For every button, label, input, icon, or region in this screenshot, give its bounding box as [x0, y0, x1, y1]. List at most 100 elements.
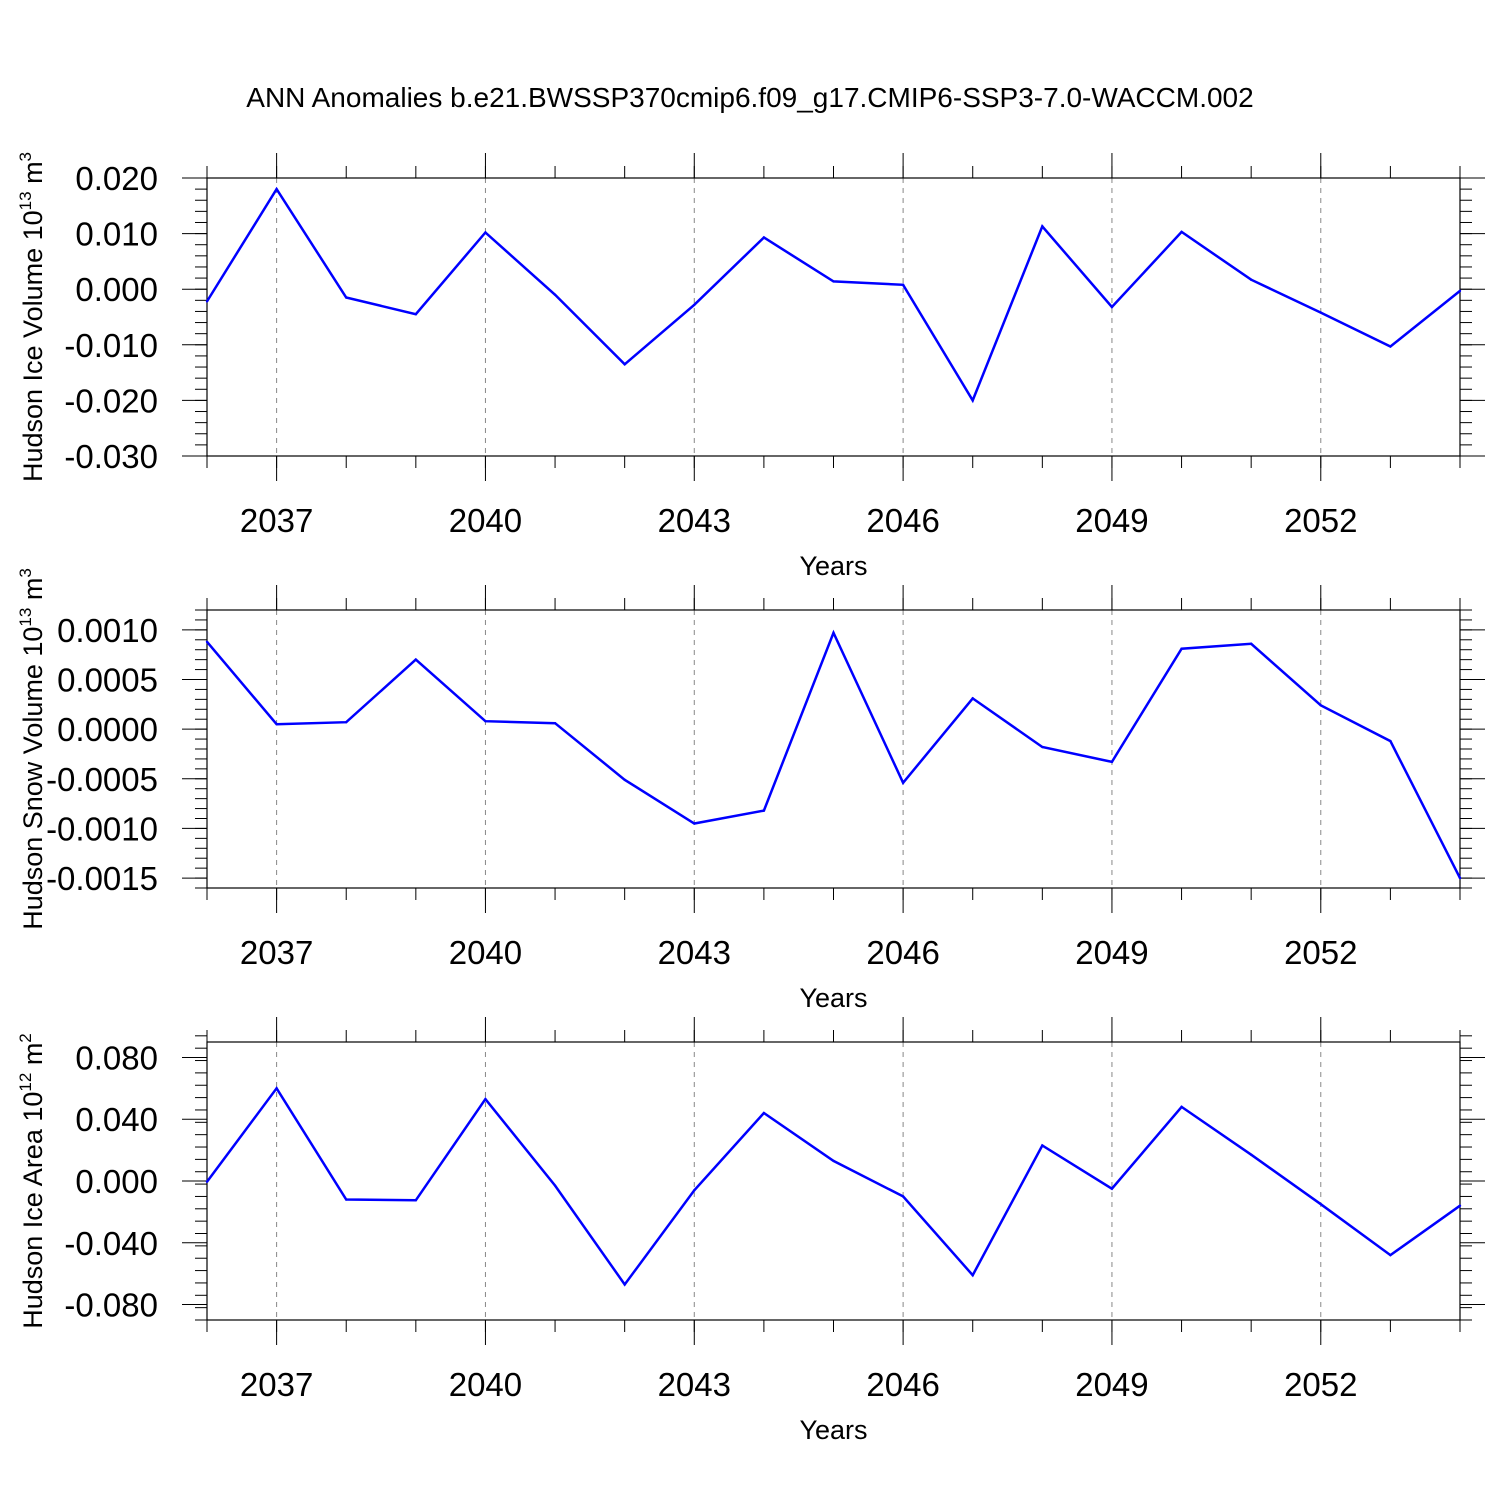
x-tick-label: 2052 [1284, 1366, 1357, 1403]
y-axis-label: Hudson Ice Volume 1013 m3 [16, 152, 48, 482]
data-point [1180, 230, 1183, 234]
y-tick-label: -0.0015 [46, 860, 158, 897]
data-point [1041, 225, 1044, 228]
data-point [1041, 1144, 1044, 1147]
chart-panel-3: 2037 2040 2043 2046 2049 2052 0.080 0.040 0.000 -… [16, 1017, 1485, 1445]
data-point [693, 303, 696, 306]
data-point [484, 1097, 487, 1101]
data-point [832, 1159, 835, 1163]
data-point [1458, 289, 1462, 293]
data-point [553, 1184, 557, 1187]
data-point [1389, 345, 1392, 348]
series-line [206, 629, 1462, 879]
data-point [205, 640, 209, 643]
x-tick-label: 2046 [866, 502, 939, 539]
y-tick-label: -0.040 [64, 1225, 158, 1262]
data-point [832, 631, 835, 635]
x-tick-label: 2037 [240, 1366, 313, 1403]
x-tick-label: 2040 [449, 502, 522, 539]
data-point [1249, 642, 1253, 645]
y-tick-label: 0.0010 [57, 612, 158, 649]
y-tick-label: 0.0000 [57, 711, 158, 748]
data-point [275, 1087, 278, 1090]
data-point [1319, 1202, 1322, 1206]
data-point [553, 293, 557, 296]
y-tick-label: 0.040 [75, 1101, 158, 1138]
data-point [901, 283, 905, 286]
data-point [623, 778, 626, 781]
y-axis-label: Hudson Ice Area 1012 m2 [16, 1033, 48, 1329]
data-point [1110, 1187, 1114, 1190]
y-tick-label: -0.0005 [46, 761, 158, 798]
y-tick-label: 0.010 [75, 216, 158, 253]
y-tick-label: 0.020 [75, 160, 158, 197]
series-line [205, 186, 1461, 404]
x-tick-label: 2049 [1075, 502, 1148, 539]
y-tick-label: -0.030 [64, 438, 158, 475]
y-tick-label: -0.010 [64, 327, 158, 364]
x-tick-label: 2049 [1075, 934, 1148, 971]
data-point [1249, 1153, 1253, 1156]
data-point [345, 720, 348, 724]
plot-frame [206, 177, 1461, 457]
y-axis-label: Hudson Snow Volume 1013 m3 [16, 568, 48, 930]
data-point [1458, 876, 1462, 880]
data-point [484, 720, 487, 723]
x-tick-label: 2052 [1284, 502, 1357, 539]
data-point [1110, 305, 1114, 309]
data-point [275, 722, 278, 726]
y-tick-label: 0.000 [75, 271, 158, 308]
x-axis-label: Years [799, 1415, 867, 1445]
data-point [971, 697, 974, 700]
data-point [414, 1199, 418, 1202]
x-axis-label: Years [799, 551, 867, 581]
data-point [762, 236, 766, 239]
data-point [1249, 278, 1253, 281]
data-point [623, 1283, 626, 1286]
data-point [345, 296, 348, 299]
data-point [901, 1195, 905, 1198]
data-point [693, 1189, 696, 1192]
x-tick-label: 2040 [449, 934, 522, 971]
figure-title: ANN Anomalies b.e21.BWSSP370cmip6.f09_g1… [246, 82, 1253, 113]
data-point [414, 658, 418, 661]
data-point [1319, 311, 1322, 314]
data-point [553, 721, 557, 725]
data-point [1041, 745, 1044, 749]
x-tick-label: 2037 [240, 934, 313, 971]
x-tick-label: 2049 [1075, 1366, 1148, 1403]
data-point [1389, 1253, 1392, 1257]
data-point [693, 822, 696, 825]
x-tick-label: 2043 [658, 502, 731, 539]
plot-frame [206, 1041, 1461, 1321]
y-tick-label: -0.0010 [46, 810, 158, 847]
data-point [832, 280, 835, 283]
data-point [1458, 1204, 1462, 1207]
data-point [762, 809, 766, 812]
x-tick-label: 2046 [866, 934, 939, 971]
y-tick-label: 0.0005 [57, 662, 158, 699]
data-point [1180, 1105, 1183, 1109]
data-point [484, 231, 487, 234]
data-point [971, 399, 974, 402]
data-point [1389, 739, 1392, 743]
panels: 2037 2040 2043 2046 2049 2052 0.020 0.010 0.000 -… [16, 152, 1485, 1445]
data-point [623, 363, 626, 366]
data-point [901, 781, 905, 784]
x-tick-label: 2040 [449, 1366, 522, 1403]
data-point [762, 1111, 766, 1115]
chart-panel-1: 2037 2040 2043 2046 2049 2052 0.020 0.010 0.000 -… [16, 152, 1485, 581]
y-tick-label: -0.020 [64, 382, 158, 419]
data-point [205, 1180, 209, 1183]
plot-frame [206, 609, 1461, 889]
data-point [414, 313, 418, 316]
data-point [345, 1198, 348, 1201]
data-point [1110, 760, 1114, 764]
x-tick-label: 2052 [1284, 934, 1357, 971]
data-point [1319, 704, 1322, 707]
data-point [971, 1274, 974, 1277]
x-axis-label: Years [799, 983, 867, 1013]
data-point [1180, 647, 1183, 650]
y-tick-label: 0.080 [75, 1039, 158, 1076]
